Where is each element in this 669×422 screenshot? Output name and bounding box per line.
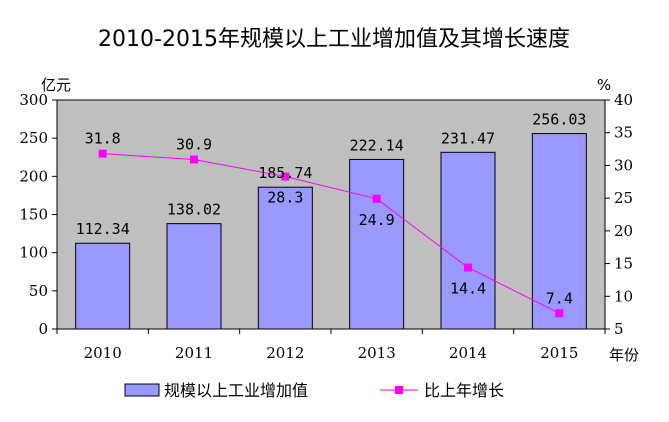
bar bbox=[531, 133, 587, 330]
right-axis-tick-label: 25 bbox=[614, 189, 633, 207]
bar-value-label: 222.14 bbox=[350, 136, 404, 154]
left-axis-tick-label: 50 bbox=[29, 282, 48, 300]
x-axis-tick-label: 2013 bbox=[358, 344, 396, 362]
bar-value-label: 231.47 bbox=[441, 129, 495, 147]
left-axis-unit: 亿元 bbox=[41, 76, 71, 94]
x-axis-tick-label: 2014 bbox=[449, 344, 487, 362]
bar-value-label: 185.74 bbox=[258, 164, 312, 182]
x-axis-tick-label: 2015 bbox=[540, 344, 578, 362]
bar bbox=[440, 151, 496, 330]
growth-point bbox=[281, 172, 290, 181]
bar-value-label: 138.02 bbox=[167, 201, 221, 219]
growth-point bbox=[190, 155, 198, 164]
plot-area: 0 50 100 150 200 250 300 5 10 15 20 25 30 35 40 2010 201… bbox=[19, 91, 633, 362]
bar bbox=[75, 242, 131, 330]
x-axis-tick-label: 2012 bbox=[266, 344, 304, 362]
right-axis-tick-label: 40 bbox=[614, 91, 633, 109]
growth-point bbox=[372, 194, 381, 203]
bar-value-label: 112.34 bbox=[76, 220, 130, 238]
bar bbox=[257, 186, 313, 330]
bar bbox=[166, 223, 222, 330]
right-axis-tick-label: 30 bbox=[614, 156, 633, 174]
left-axis-tick-label: 200 bbox=[19, 167, 48, 185]
left-axis-tick-label: 100 bbox=[19, 244, 48, 262]
legend: 规模以上工业增加值 比上年增长 bbox=[124, 381, 504, 400]
growth-value-label: 28.3 bbox=[267, 189, 303, 207]
growth-value-label: 31.8 bbox=[85, 130, 121, 148]
bar bbox=[349, 158, 405, 330]
left-axis-tick-label: 300 bbox=[19, 91, 48, 109]
legend-line-marker bbox=[395, 386, 403, 394]
right-axis-unit: % bbox=[597, 76, 611, 94]
growth-point bbox=[555, 309, 564, 318]
legend-bar-swatch bbox=[124, 383, 160, 397]
growth-value-label: 24.9 bbox=[359, 211, 395, 229]
growth-value-label: 14.4 bbox=[450, 279, 486, 297]
legend-bar-label: 规模以上工业增加值 bbox=[164, 381, 308, 400]
right-axis-tick-label: 10 bbox=[614, 287, 633, 305]
chart-title: 2010-2015年规模以上工业增加值及其增长速度 bbox=[98, 27, 570, 52]
right-axis-tick-label: 15 bbox=[614, 255, 633, 273]
growth-value-label: 7.4 bbox=[546, 289, 573, 307]
growth-line bbox=[102, 153, 560, 314]
right-axis-tick-label: 20 bbox=[614, 222, 633, 240]
right-axis-tick-label: 35 bbox=[614, 124, 633, 142]
right-axis-tick-label: 5 bbox=[614, 320, 624, 338]
x-axis-tick-label: 2010 bbox=[84, 344, 122, 362]
left-axis-tick-label: 250 bbox=[19, 129, 48, 147]
left-axis-tick-label: 150 bbox=[19, 206, 48, 224]
growth-value-label: 30.9 bbox=[176, 136, 212, 154]
x-axis-unit: 年份 bbox=[609, 346, 639, 364]
legend-line-label: 比上年增长 bbox=[424, 381, 504, 400]
growth-point bbox=[464, 263, 472, 272]
growth-point bbox=[98, 149, 107, 158]
x-axis-tick-label: 2011 bbox=[175, 344, 213, 362]
bar-value-label: 256.03 bbox=[532, 111, 586, 129]
left-axis-tick-label: 0 bbox=[38, 320, 48, 338]
